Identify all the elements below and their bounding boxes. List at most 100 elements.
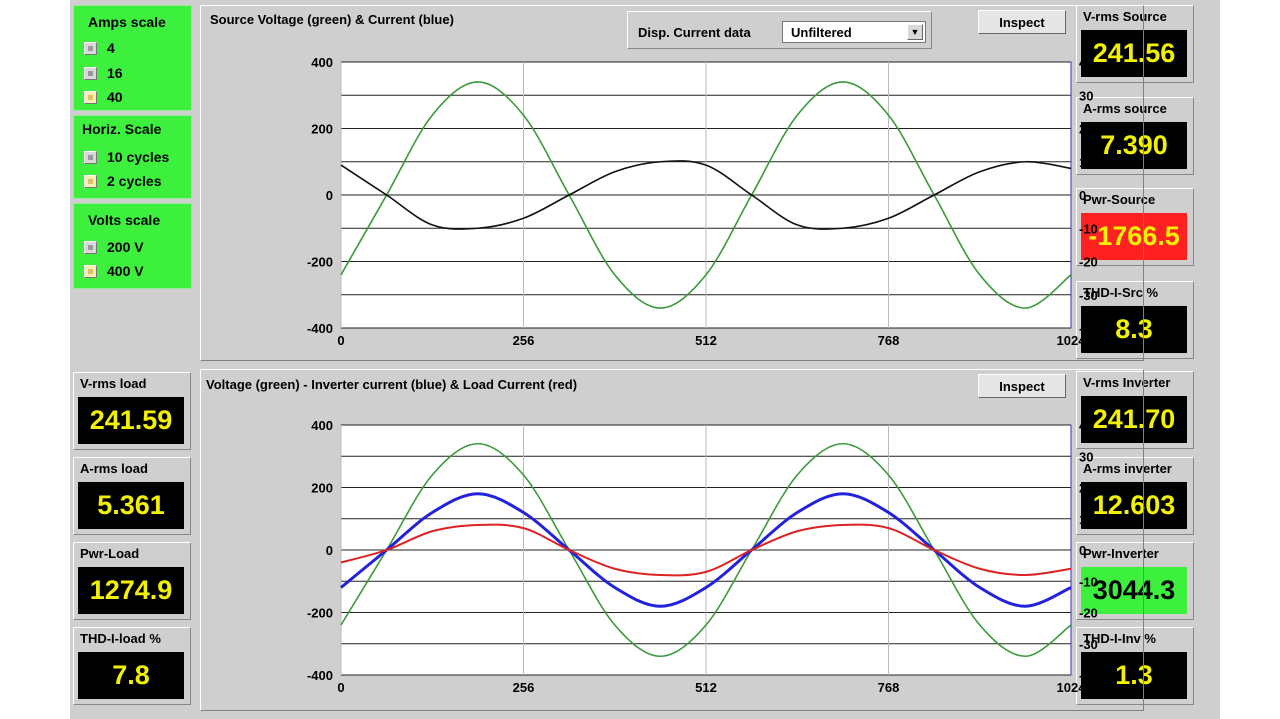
y-right-tick-label: -10 — [1079, 574, 1098, 589]
x-tick-label: 512 — [695, 680, 717, 695]
right-meter: V-rms Source 241.56 — [1076, 5, 1194, 83]
disp-current-select[interactable]: Unfiltered ▼ — [782, 21, 926, 43]
y-left-tick-label: -400 — [307, 668, 333, 683]
meter-label: V-rms Source — [1083, 9, 1167, 24]
y-right-tick-label: -30 — [1079, 288, 1098, 303]
disp-current-value: Unfiltered — [791, 24, 852, 40]
right-meter: THD-I-Src % 8.3 — [1076, 281, 1194, 359]
meter-label: Pwr-Load — [80, 546, 140, 561]
y-left-tick-label: -200 — [307, 255, 333, 270]
y-right-tick-label: -10 — [1079, 221, 1098, 236]
chevron-down-icon[interactable]: ▼ — [907, 24, 923, 40]
radio-icon[interactable] — [84, 240, 97, 254]
meter-value: -1766.5 — [1081, 213, 1187, 260]
y-right-tick-label: -30 — [1079, 637, 1098, 652]
radio-icon[interactable] — [84, 150, 97, 164]
radio-icon[interactable] — [84, 264, 97, 278]
x-tick-label: 1024 — [1057, 333, 1087, 348]
disp-current-label: Disp. Current data — [638, 25, 751, 40]
disp-current-control — [627, 11, 932, 49]
meter-label: Pwr-Inverter — [1083, 546, 1159, 561]
radio-icon[interactable] — [84, 66, 97, 80]
amps-option-label: 16 — [107, 65, 123, 81]
meter-label: THD-I-Src % — [1083, 285, 1159, 300]
left-meter: V-rms load 241.59 — [73, 372, 191, 450]
x-tick-label: 768 — [878, 680, 900, 695]
y-left-tick-label: -200 — [307, 606, 333, 621]
y-right-tick-label: 10 — [1079, 512, 1093, 527]
meter-value: 1.3 — [1081, 652, 1187, 699]
y-right-tick-label: 10 — [1079, 155, 1093, 170]
x-tick-label: 256 — [513, 333, 535, 348]
amps-option-40[interactable]: 40 — [84, 89, 123, 105]
y-right-tick-label: 40 — [1079, 55, 1093, 70]
top-chart-panel: Source Voltage (green) & Current (blue) … — [200, 5, 1144, 361]
horiz-option-label: 10 cycles — [107, 149, 170, 165]
bottom-chart-panel: Voltage (green) - Inverter current (blue… — [200, 369, 1144, 711]
top-chart-title: Source Voltage (green) & Current (blue) — [210, 12, 454, 27]
y-right-tick-label: -40 — [1079, 321, 1098, 336]
horiz-scale-title: Horiz. Scale — [82, 121, 162, 137]
series-line — [340, 81, 1072, 309]
y-left-tick-label: 200 — [311, 122, 333, 137]
amps-scale-title: Amps scale — [88, 14, 166, 30]
top-inspect-button[interactable]: Inspect — [978, 10, 1066, 34]
y-left-tick-label: -400 — [307, 321, 333, 336]
x-tick-label: 0 — [337, 333, 344, 348]
horiz-option-10-cycles[interactable]: 10 cycles — [84, 149, 169, 165]
volts-option-label: 400 V — [107, 263, 144, 279]
volts-option-400[interactable]: 400 V — [84, 263, 144, 279]
y-left-tick-label: 200 — [311, 481, 333, 496]
volts-option-200[interactable]: 200 V — [84, 239, 144, 255]
meter-value: 12.603 — [1081, 482, 1187, 529]
bottom-inspect-button[interactable]: Inspect — [978, 374, 1066, 398]
meter-value: 5.361 — [78, 482, 184, 529]
y-left-tick-label: 400 — [311, 55, 333, 70]
y-right-tick-label: -40 — [1079, 668, 1098, 683]
meter-value: 3044.3 — [1081, 567, 1187, 614]
y-right-tick-label: 30 — [1079, 88, 1093, 103]
radio-icon[interactable] — [84, 41, 97, 55]
right-meter: Pwr-Source -1766.5 — [1076, 188, 1194, 266]
left-meter: Pwr-Load 1274.9 — [73, 542, 191, 620]
y-left-tick-label: 0 — [326, 543, 333, 558]
horiz-option-2-cycles[interactable]: 2 cycles — [84, 173, 162, 189]
meter-label: A-rms inverter — [1083, 461, 1172, 476]
right-meter: V-rms Inverter 241.70 — [1076, 371, 1194, 449]
meter-label: Pwr-Source — [1083, 192, 1156, 207]
meter-label: V-rms load — [80, 376, 147, 391]
y-right-tick-label: -20 — [1079, 606, 1098, 621]
amps-scale-panel: Amps scale 4 16 40 — [73, 5, 192, 111]
y-right-tick-label: 20 — [1079, 481, 1093, 496]
x-tick-label: 768 — [878, 333, 900, 348]
meter-value: 241.70 — [1081, 396, 1187, 443]
y-right-tick-label: 30 — [1079, 449, 1093, 464]
volts-scale-panel: Volts scale 200 V 400 V — [73, 203, 192, 289]
meter-value: 7.8 — [78, 652, 184, 699]
series-line — [340, 160, 1072, 230]
bottom-chart-title: Voltage (green) - Inverter current (blue… — [206, 377, 578, 392]
meter-label: A-rms source — [1083, 101, 1167, 116]
right-meter: A-rms source 7.390 — [1076, 97, 1194, 175]
meter-label: THD-I-load % — [80, 631, 161, 646]
y-left-tick-label: 0 — [326, 188, 333, 203]
right-meter: Pwr-Inverter 3044.3 — [1076, 542, 1194, 620]
right-meter: A-rms inverter 12.603 — [1076, 457, 1194, 535]
app-window: Amps scale 4 16 40 Horiz. Scale 10 cycle… — [70, 0, 1220, 719]
amps-option-label: 40 — [107, 89, 123, 105]
amps-option-16[interactable]: 16 — [84, 65, 123, 81]
radio-icon[interactable] — [84, 90, 97, 104]
radio-icon[interactable] — [84, 174, 97, 188]
horiz-scale-panel: Horiz. Scale 10 cycles 2 cycles — [73, 115, 192, 199]
right-meter: THD-I-Inv % 1.3 — [1076, 627, 1194, 705]
meter-label: A-rms load — [80, 461, 148, 476]
meter-label: THD-I-Inv % — [1083, 631, 1156, 646]
series-line — [340, 492, 1072, 608]
series-line — [340, 442, 1072, 658]
y-right-tick-label: 40 — [1079, 418, 1093, 433]
horiz-option-label: 2 cycles — [107, 173, 162, 189]
meter-label: V-rms Inverter — [1083, 375, 1171, 390]
amps-option-4[interactable]: 4 — [84, 40, 115, 56]
left-meter: THD-I-load % 7.8 — [73, 627, 191, 705]
